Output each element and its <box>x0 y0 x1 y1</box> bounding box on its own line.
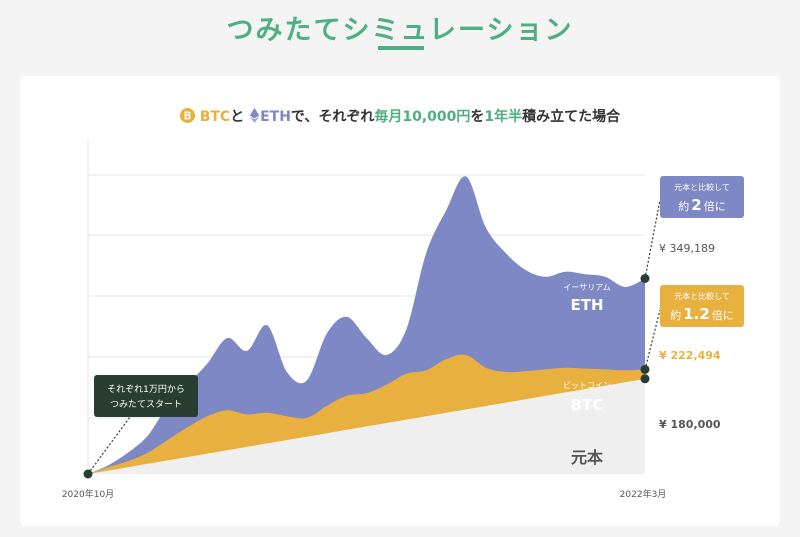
btc-series-label: BTC <box>571 396 604 414</box>
title-underline <box>378 46 424 50</box>
subtitle-wo: を <box>470 109 485 125</box>
page-title: つみたてシミュレーション <box>226 15 574 46</box>
btc-callout-line2: 約 1.2 倍に <box>670 305 734 323</box>
start-note: それぞれ1万円から つみたてスタート <box>94 375 198 417</box>
subtitle-eth: ETH <box>260 109 291 125</box>
subtitle-end: 積み立てた場合 <box>522 109 621 125</box>
principal-end-value: ¥ 180,000 <box>659 418 721 431</box>
svg-text:B: B <box>183 110 191 122</box>
chart-subtitle: B BTCと ETHで、それぞれ毎月10,000円を1年半積み立てた場合 <box>0 106 800 126</box>
x-start-label: 2020年10月 <box>62 488 114 500</box>
subtitle-mid: で、それぞれ <box>290 109 375 125</box>
eth-callout-line1: 元本と比較して <box>674 182 730 192</box>
btc-callout-line1: 元本と比較して <box>674 291 730 301</box>
principal-area <box>88 378 645 474</box>
eth-end-marker <box>640 274 650 283</box>
subtitle-to: と <box>230 109 245 125</box>
subtitle-btc: BTC <box>199 109 231 125</box>
eth-callout-line2: 約 2 倍に <box>678 196 725 214</box>
eth-series-label: ETH <box>570 296 603 314</box>
subtitle-highlight-period: 1年半 <box>484 109 523 125</box>
bitcoin-icon: B <box>179 108 195 123</box>
btc-callout: 元本と比較して 約 1.2 倍に <box>660 285 744 327</box>
principal-end-marker <box>640 374 650 384</box>
btc-end-value: ¥ 222,494 <box>659 349 721 362</box>
eth-end-value: ¥ 349,189 <box>659 242 715 255</box>
start-note-line1: それぞれ1万円から <box>107 384 185 395</box>
eth-leader-line <box>644 199 661 279</box>
btc-leader-line <box>644 309 661 370</box>
eth-callout: 元本と比較して 約 2 倍に <box>660 176 744 218</box>
subtitle-highlight-amount: 毎月10,000円 <box>374 109 471 125</box>
principal-series-label: 元本 <box>571 448 603 467</box>
x-end-label: 2022年3月 <box>620 488 667 500</box>
start-marker <box>83 469 93 479</box>
btc-end-marker <box>640 364 650 374</box>
eth-kana-label: イーサリアム <box>563 283 610 292</box>
ethereum-icon <box>249 108 260 123</box>
start-note-line2: つみたてスタート <box>110 399 182 410</box>
btc-kana-label: ビットコイン <box>563 381 611 390</box>
